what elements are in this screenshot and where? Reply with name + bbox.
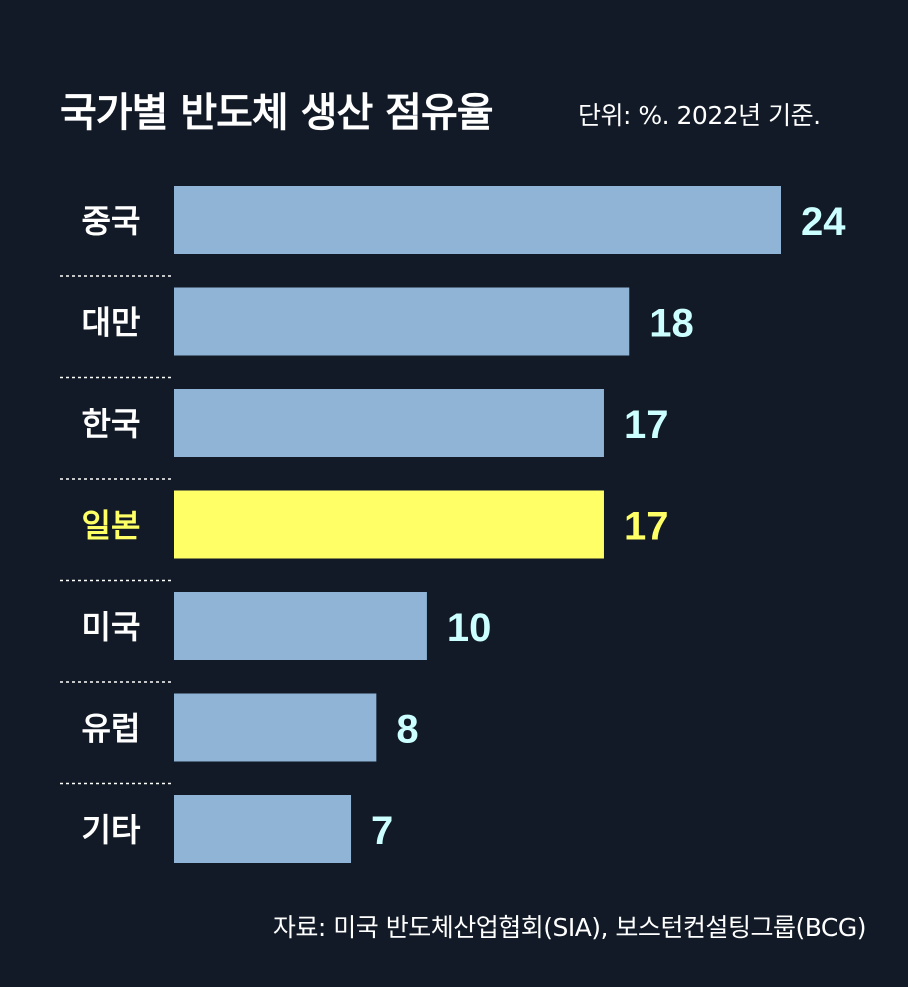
category-label: 기타 <box>82 811 141 849</box>
value-label: 7 <box>371 809 393 853</box>
value-label: 10 <box>447 606 492 650</box>
category-label: 대만 <box>82 304 141 342</box>
category-label: 한국 <box>82 405 141 443</box>
source-note: 자료: 미국 반도체산업협회(SIA), 보스턴컨설팅그룹(BCG) <box>272 913 867 942</box>
category-label: 중국 <box>82 202 141 240</box>
value-label: 18 <box>649 302 694 346</box>
bar <box>174 795 352 863</box>
bar <box>174 490 604 559</box>
value-label: 8 <box>396 708 418 752</box>
value-label: 17 <box>624 403 669 447</box>
chart-title: 국가별 반도체 생산 점유율 <box>60 90 494 136</box>
unit-note: 단위: %. 2022년 기준. <box>578 101 821 130</box>
category-label: 미국 <box>82 608 141 646</box>
value-label: 17 <box>624 505 669 549</box>
category-label: 일본 <box>82 507 141 545</box>
bar <box>174 389 604 457</box>
bar <box>174 287 630 356</box>
category-label: 유럽 <box>82 710 141 748</box>
bar <box>174 186 781 254</box>
bar <box>174 592 427 660</box>
bar <box>174 693 377 762</box>
value-label: 24 <box>801 200 846 244</box>
